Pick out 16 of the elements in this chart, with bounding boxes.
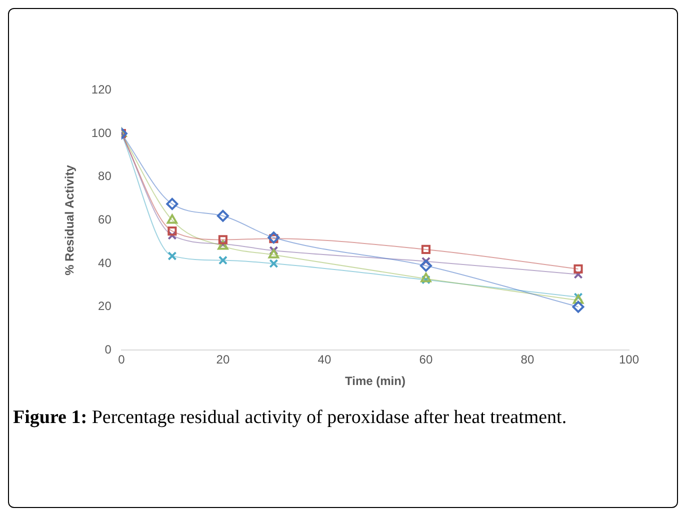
y-tick-label: 20 [98,299,112,314]
y-tick-label: 0 [104,342,112,357]
x-axis-title: Time (min) [344,374,406,388]
x-tick-label: 40 [318,352,332,367]
x-tick-label: 0 [118,352,126,367]
y-tick-label: 80 [98,169,112,184]
x-tick-label: 20 [216,352,230,367]
x-tick-label: 100 [618,352,640,367]
y-tick-label: 60 [98,212,112,227]
x-tick-label: 80 [520,352,534,367]
caption: Figure 1: Percentage residual activity of peroxidase after heat treatment. [13,407,567,428]
y-tick-label: 120 [91,82,112,97]
y-tick-label: 40 [98,256,112,270]
y-axis-title: % Residual Activity [62,164,77,276]
y-tick-label: 100 [91,126,112,140]
x-tick-label: 60 [419,352,433,367]
